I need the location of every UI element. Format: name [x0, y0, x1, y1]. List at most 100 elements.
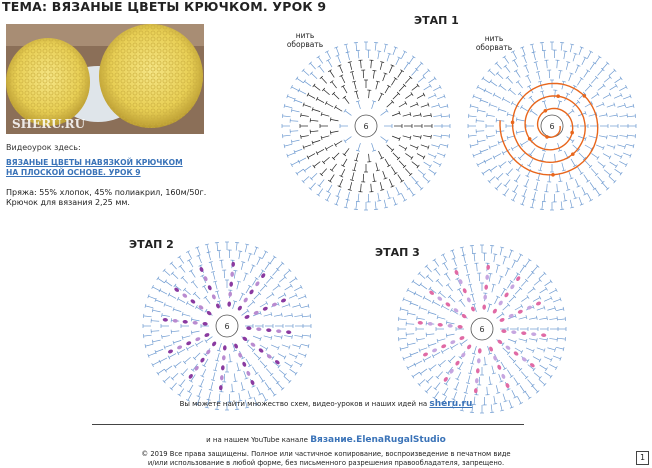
- stitch-top: [254, 372, 259, 375]
- stitch-mark: [482, 77, 490, 84]
- stitch-top: [471, 352, 476, 355]
- stitch-top: [495, 177, 499, 181]
- video-link[interactable]: ВЯЗАНЫЕ ЦВЕТЫ НАВЯЗКОЙ КРЮЧКОМ НА ПЛОСКО…: [6, 158, 226, 178]
- stitch-top: [531, 270, 535, 275]
- stitch-mark: [351, 172, 355, 181]
- stitch-mark: [574, 178, 579, 187]
- stitch-mark: [330, 119, 339, 122]
- youtube-channel-link[interactable]: Вязание.ElenaRugalStudio: [310, 435, 446, 445]
- stitch-mark: [321, 113, 330, 117]
- stitch-mark: [294, 361, 302, 366]
- stitch-top: [319, 172, 324, 177]
- stitch-mark: [303, 104, 312, 108]
- stitch-top: [277, 346, 280, 351]
- stitch-mark: [263, 335, 272, 339]
- stitch-top: [258, 393, 263, 396]
- stitch-mark: [272, 376, 279, 383]
- stitch-mark: [564, 93, 569, 102]
- stitch-top: [241, 357, 245, 360]
- stitch-top: [520, 350, 524, 354]
- stitch-top: [595, 112, 598, 117]
- stitch-mark: [606, 144, 615, 148]
- stitch-mark: [517, 254, 522, 262]
- footer-text-1: Вы можете найти множество схем, видео-ур…: [179, 400, 428, 408]
- stitch-mark: [410, 302, 419, 307]
- stitch-top: [383, 177, 388, 180]
- video-link-line2[interactable]: НА ПЛОСКОЙ ОСНОВЕ. УРОК 9: [6, 168, 141, 177]
- stitch-top: [248, 397, 253, 400]
- center-count: 6: [549, 122, 554, 131]
- stitch-mark: [417, 76, 425, 83]
- stitch-top: [459, 409, 464, 412]
- petal-stitch: [194, 365, 199, 371]
- petal-stitch: [182, 293, 188, 298]
- petal-stitch: [443, 376, 448, 382]
- stitch-mark: [249, 265, 254, 274]
- petal-stitch: [281, 298, 287, 303]
- petal-stitch: [229, 281, 234, 287]
- stitch-top: [469, 103, 472, 108]
- stage-3-diagram: 6: [397, 244, 567, 414]
- stitch-mark: [259, 302, 268, 308]
- stitch-top: [241, 261, 246, 263]
- stitch-mark: [625, 105, 634, 109]
- stitch-mark: [152, 361, 160, 366]
- stitch-top: [594, 75, 599, 80]
- stitch-top: [458, 298, 463, 302]
- stitch-top: [422, 173, 426, 177]
- stitch-top: [312, 83, 316, 88]
- stitch-mark: [524, 259, 531, 267]
- petal-stitch: [521, 357, 527, 362]
- stitch-top: [494, 187, 499, 191]
- stitch-mark: [528, 317, 537, 320]
- video-link-line1[interactable]: ВЯЗАНЫЕ ЦВЕТЫ НАВЯЗКОЙ КРЮЧКОМ: [6, 158, 183, 167]
- stitch-top: [251, 264, 256, 267]
- stitch-top: [411, 55, 416, 59]
- stitch-top: [151, 363, 154, 367]
- stitch-top: [208, 389, 213, 391]
- petal-stitch: [499, 317, 505, 322]
- stitch-top: [422, 155, 426, 160]
- stitch-top: [339, 175, 344, 178]
- stitch-mark: [194, 352, 201, 359]
- stitch-top: [505, 75, 510, 80]
- stitch-top: [385, 139, 389, 144]
- stitch-top: [498, 83, 502, 88]
- stitch-mark: [547, 307, 556, 311]
- stitch-mark: [157, 277, 165, 284]
- stitch-mark: [191, 319, 200, 322]
- stitch-mark: [606, 104, 615, 108]
- stitch-mark: [502, 256, 506, 265]
- stitch-mark: [509, 89, 516, 95]
- stitch-mark: [414, 293, 423, 298]
- stitch-mark: [598, 135, 607, 138]
- footer-site-link[interactable]: sheru.ru: [429, 399, 473, 409]
- stitch-mark: [565, 182, 569, 191]
- stitch-top: [170, 377, 174, 381]
- stitch-top: [529, 108, 533, 113]
- stitch-mark: [563, 192, 566, 201]
- stitch-top: [536, 338, 538, 343]
- stitch-mark: [502, 393, 506, 402]
- petal-stitch: [449, 368, 454, 374]
- stitch-mark: [470, 105, 479, 109]
- stitch-top: [302, 102, 305, 107]
- stitch-mark: [488, 273, 491, 282]
- stitch-mark: [182, 335, 191, 339]
- stitch-top: [190, 368, 195, 372]
- stitch-top: [476, 108, 479, 113]
- stitch-mark: [148, 295, 157, 300]
- stitch-top: [487, 68, 491, 73]
- petal-stitch: [477, 348, 482, 354]
- stitch-top: [525, 175, 530, 178]
- stitch-top: [210, 379, 215, 382]
- stitch-top: [561, 80, 566, 83]
- petal-stitch: [222, 345, 227, 351]
- stitch-top: [439, 85, 442, 89]
- stitch-mark: [447, 366, 453, 374]
- stitch-top: [558, 180, 563, 183]
- stitch-mark: [310, 130, 319, 133]
- stitch-mark: [159, 357, 168, 362]
- stitch-mark: [192, 363, 198, 371]
- stitch-mark: [543, 193, 546, 202]
